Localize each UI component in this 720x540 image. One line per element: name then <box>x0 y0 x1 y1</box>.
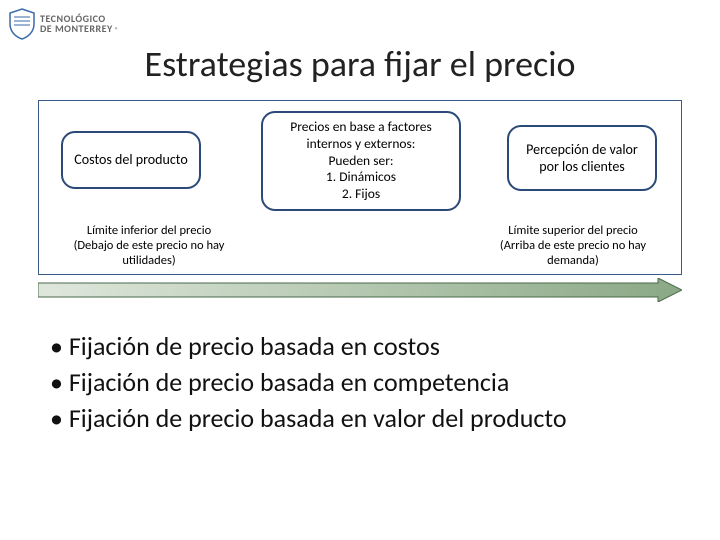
diagram-frame: Costos del producto Precios en base a fa… <box>38 100 682 275</box>
bullet-item: Fijación de precio basada en valor del p… <box>50 402 670 436</box>
gradient-arrow <box>38 278 682 302</box>
box-factors: Precios en base a factores internos y ex… <box>261 111 461 211</box>
logo-shield-icon <box>8 8 36 40</box>
box-costs: Costos del producto <box>61 131 201 189</box>
logo: TECNOLÓGICO DE MONTERREY® <box>8 8 119 40</box>
box-factors-label: Precios en base a factores internos y ex… <box>290 119 432 203</box>
caption-upper-limit: Límite superior del precio (Arriba de es… <box>473 223 673 268</box>
caption-lower-limit: Límite inferior del precio (Debajo de es… <box>49 223 249 268</box>
slide-title: Estrategias para fijar el precio <box>0 42 720 86</box>
box-perception: Percepción de valor por los clientes <box>507 125 657 191</box>
box-perception-label: Percepción de valor por los clientes <box>517 141 647 176</box>
bullet-list: Fijación de precio basada en costos Fija… <box>50 330 670 437</box>
logo-line2: DE MONTERREY® <box>40 24 119 34</box>
bullet-item: Fijación de precio basada en competencia <box>50 366 670 400</box>
logo-text: TECNOLÓGICO DE MONTERREY® <box>40 14 119 34</box>
box-costs-label: Costos del producto <box>74 151 187 169</box>
bullet-item: Fijación de precio basada en costos <box>50 330 670 364</box>
